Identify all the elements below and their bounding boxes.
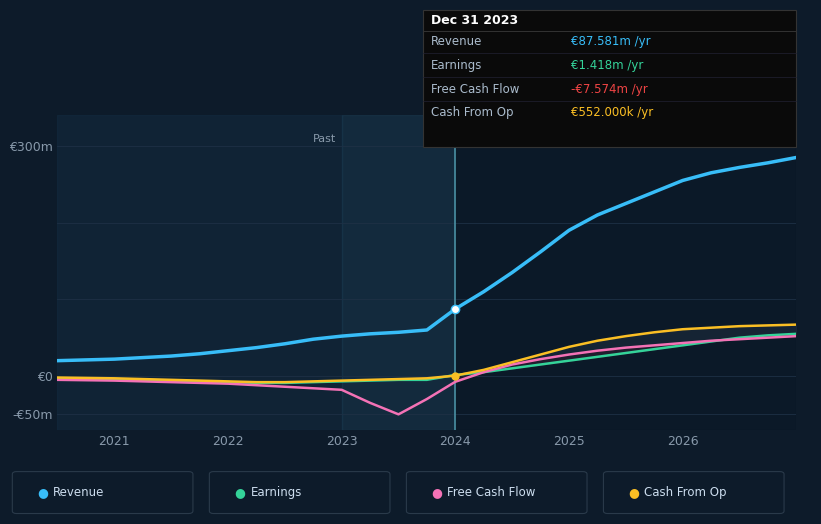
Text: -€7.574m /yr: -€7.574m /yr: [571, 83, 647, 95]
Bar: [57, 115, 342, 430]
Bar: [342, 115, 456, 430]
Text: €1.418m /yr: €1.418m /yr: [571, 59, 643, 72]
Text: Analysts Forecasts: Analysts Forecasts: [461, 134, 565, 144]
Text: Earnings: Earnings: [250, 486, 302, 499]
Text: Cash From Op: Cash From Op: [431, 106, 513, 119]
Text: Earnings: Earnings: [431, 59, 483, 72]
Text: €87.581m /yr: €87.581m /yr: [571, 36, 650, 48]
Text: Free Cash Flow: Free Cash Flow: [431, 83, 520, 95]
Text: ●: ●: [234, 486, 245, 499]
Text: ●: ●: [628, 486, 639, 499]
Text: Past: Past: [313, 134, 336, 144]
Text: Revenue: Revenue: [53, 486, 105, 499]
Bar: [456, 115, 796, 430]
Text: ●: ●: [37, 486, 48, 499]
Text: ●: ●: [431, 486, 442, 499]
Text: Dec 31 2023: Dec 31 2023: [431, 14, 518, 27]
Text: Revenue: Revenue: [431, 36, 483, 48]
Text: Free Cash Flow: Free Cash Flow: [447, 486, 536, 499]
Text: Cash From Op: Cash From Op: [644, 486, 727, 499]
Text: €552.000k /yr: €552.000k /yr: [571, 106, 653, 119]
